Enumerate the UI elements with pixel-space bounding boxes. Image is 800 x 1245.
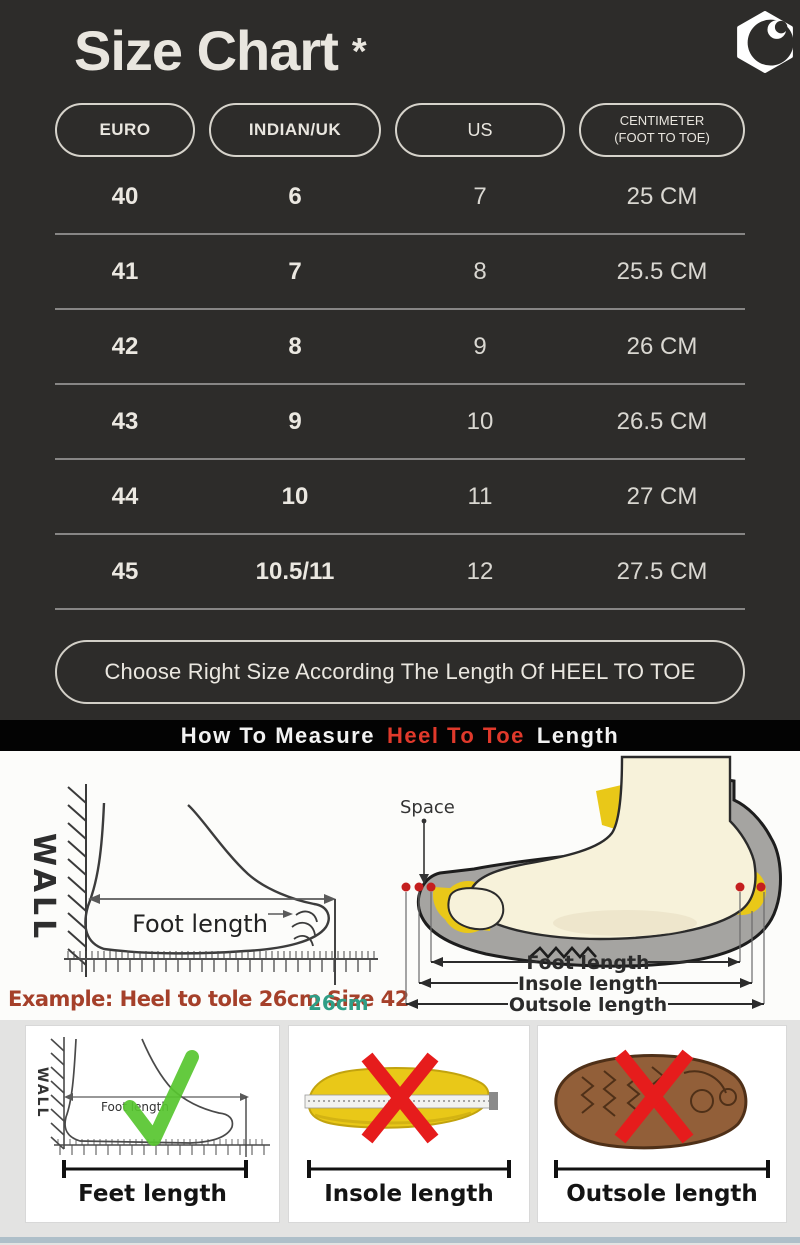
length-bracket — [307, 1160, 511, 1178]
foot-outline — [84, 802, 330, 955]
toes-detail — [291, 910, 318, 947]
arrowhead — [419, 978, 431, 988]
cell-euro: 40 — [111, 182, 139, 210]
tread-pattern — [580, 1066, 737, 1117]
foot-against-wall-diagram: WALL Foot length — [26, 784, 378, 985]
foot-length-arrow — [64, 1093, 249, 1101]
cell-cm: 25 CM — [626, 182, 698, 210]
brand-logo-icon — [737, 11, 794, 73]
cell-cm: 27.5 CM — [616, 557, 708, 585]
reference-dots — [401, 882, 766, 892]
cell-euro: 45 — [111, 557, 139, 585]
outsole-length-label: Outsole length — [509, 994, 667, 1016]
table-header-row: EURO INDIAN/UK US CENTIMETER (FOOT TO TO… — [55, 103, 745, 157]
panel-insole-length: Insole length — [288, 1025, 530, 1223]
cell-cm: 27 CM — [626, 482, 698, 510]
table-row: 43 9 10 26.5 CM — [55, 385, 745, 460]
measuring-diagram-section: WALL Foot length — [0, 751, 800, 1020]
arrowhead — [406, 999, 418, 1009]
panel-feet-length: WALL Foot length — [25, 1025, 280, 1223]
size-chart-section: Size Chart * EURO INDIAN/UK US CENTIMETER… — [0, 0, 800, 720]
page-title: Size Chart * — [74, 18, 367, 83]
asterisk-mark: * — [351, 31, 367, 73]
cell-euro: 44 — [111, 482, 139, 510]
wall-hatching — [67, 784, 87, 977]
column-header-centimeter: CENTIMETER (FOOT TO TOE) — [579, 103, 745, 157]
cell-indian-uk: 6 — [288, 182, 302, 210]
table-row: 41 7 8 25.5 CM — [55, 235, 745, 310]
cell-us: 11 — [467, 482, 493, 510]
check-mark-icon — [123, 1050, 199, 1146]
big-toe — [447, 887, 505, 931]
example-text: Example: Heel to tole 26cm Size 42 — [8, 987, 409, 1011]
cell-euro: 42 — [111, 332, 139, 360]
panel-outsole-length: Outsole length — [537, 1025, 787, 1223]
cell-indian-uk: 10.5/11 — [255, 557, 335, 585]
size-advice-note: Choose Right Size According The Length O… — [55, 640, 745, 704]
column-header-indian-uk: INDIAN/UK — [209, 103, 381, 157]
cell-us: 10 — [466, 407, 494, 435]
arch-shading — [553, 910, 697, 936]
banner-prefix: How To Measure — [180, 722, 375, 748]
table-row: 44 10 11 27 CM — [55, 460, 745, 535]
panel-label: Insole length — [324, 1181, 494, 1207]
arrowhead — [740, 978, 752, 988]
cell-indian-uk: 7 — [288, 257, 302, 285]
insole-length-label: Insole length — [518, 973, 658, 995]
page-title-text: Size Chart — [74, 19, 339, 82]
foot-length-arrow — [88, 894, 336, 918]
measured-value: 26cm — [308, 991, 369, 1015]
shoe-cross-section-diagram: Space Foot length — [400, 755, 782, 1016]
wall-hatching — [50, 1037, 65, 1150]
space-arrow — [419, 818, 429, 884]
panel-label: Feet length — [78, 1181, 227, 1207]
wall-label: WALL — [34, 1067, 50, 1119]
column-header-us: US — [395, 103, 565, 157]
wall-label: WALL — [26, 833, 61, 942]
floor-ruler — [64, 951, 378, 972]
column-header-euro: EURO — [55, 103, 195, 157]
cell-indian-uk: 8 — [288, 332, 302, 360]
bottom-divider — [0, 1237, 800, 1243]
cross-mark-icon — [614, 1049, 694, 1144]
feet-length-diagram: WALL Foot length — [34, 1037, 270, 1178]
arrowhead — [752, 999, 764, 1009]
tread-wave — [529, 946, 597, 959]
cell-us: 9 — [473, 332, 487, 360]
foot-length-label: Foot length — [132, 910, 268, 938]
outsole-length-diagram — [554, 1049, 770, 1178]
cell-cm: 26.5 CM — [616, 407, 708, 435]
length-bracket — [62, 1160, 248, 1178]
table-row: 42 8 9 26 CM — [55, 310, 745, 385]
size-table-body: 40 6 7 25 CM 41 7 8 25.5 CM 42 8 9 26 CM… — [55, 160, 745, 610]
banner-highlight: Heel To Toe — [386, 722, 525, 748]
cell-euro: 43 — [111, 407, 139, 435]
measuring-rules-section: WALL Foot length — [0, 1020, 800, 1245]
cell-us: 12 — [466, 557, 494, 585]
floor-ruler — [54, 1139, 270, 1155]
panel-label: Outsole length — [566, 1181, 758, 1207]
cell-us: 8 — [473, 257, 487, 285]
cross-mark-icon — [361, 1052, 439, 1144]
arrowhead — [728, 957, 740, 967]
how-to-measure-banner: How To Measure Heel To Toe Length — [0, 720, 800, 751]
cell-cm: 25.5 CM — [616, 257, 708, 285]
foot-length-label: Foot length — [526, 952, 649, 974]
cell-indian-uk: 10 — [281, 482, 309, 510]
insole-length-diagram — [304, 1052, 511, 1178]
arrowhead — [431, 957, 443, 967]
guide-lines — [405, 892, 765, 1004]
cell-euro: 41 — [111, 257, 139, 285]
table-row: 40 6 7 25 CM — [55, 160, 745, 235]
table-row: 45 10.5/11 12 27.5 CM — [55, 535, 745, 610]
space-label: Space — [400, 797, 455, 818]
banner-suffix: Length — [536, 722, 620, 748]
length-bracket — [554, 1160, 770, 1178]
cell-us: 7 — [473, 182, 487, 210]
cell-indian-uk: 9 — [288, 407, 302, 435]
cell-cm: 26 CM — [626, 332, 698, 360]
